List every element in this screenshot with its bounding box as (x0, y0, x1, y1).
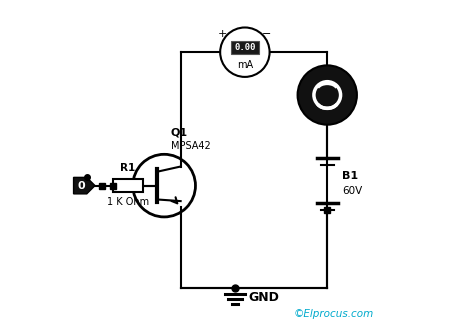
Circle shape (298, 65, 357, 125)
Text: B1: B1 (342, 171, 358, 181)
Polygon shape (74, 178, 95, 194)
Text: 60V: 60V (342, 186, 362, 196)
Text: ©Elprocus.com: ©Elprocus.com (294, 309, 374, 319)
Bar (113, 179, 143, 192)
Text: mA: mA (237, 60, 253, 70)
Text: GND: GND (248, 291, 279, 304)
Circle shape (220, 27, 270, 77)
Text: −: − (262, 29, 272, 39)
Text: 0.00: 0.00 (234, 43, 256, 52)
Text: +: + (218, 29, 227, 39)
FancyBboxPatch shape (231, 41, 259, 54)
Text: Q1: Q1 (171, 128, 188, 138)
Text: R1: R1 (120, 163, 135, 174)
Text: MPSA42: MPSA42 (171, 141, 211, 151)
Text: 0: 0 (77, 181, 85, 191)
Circle shape (314, 82, 341, 108)
Text: 1 K Ohm: 1 K Ohm (107, 197, 149, 207)
